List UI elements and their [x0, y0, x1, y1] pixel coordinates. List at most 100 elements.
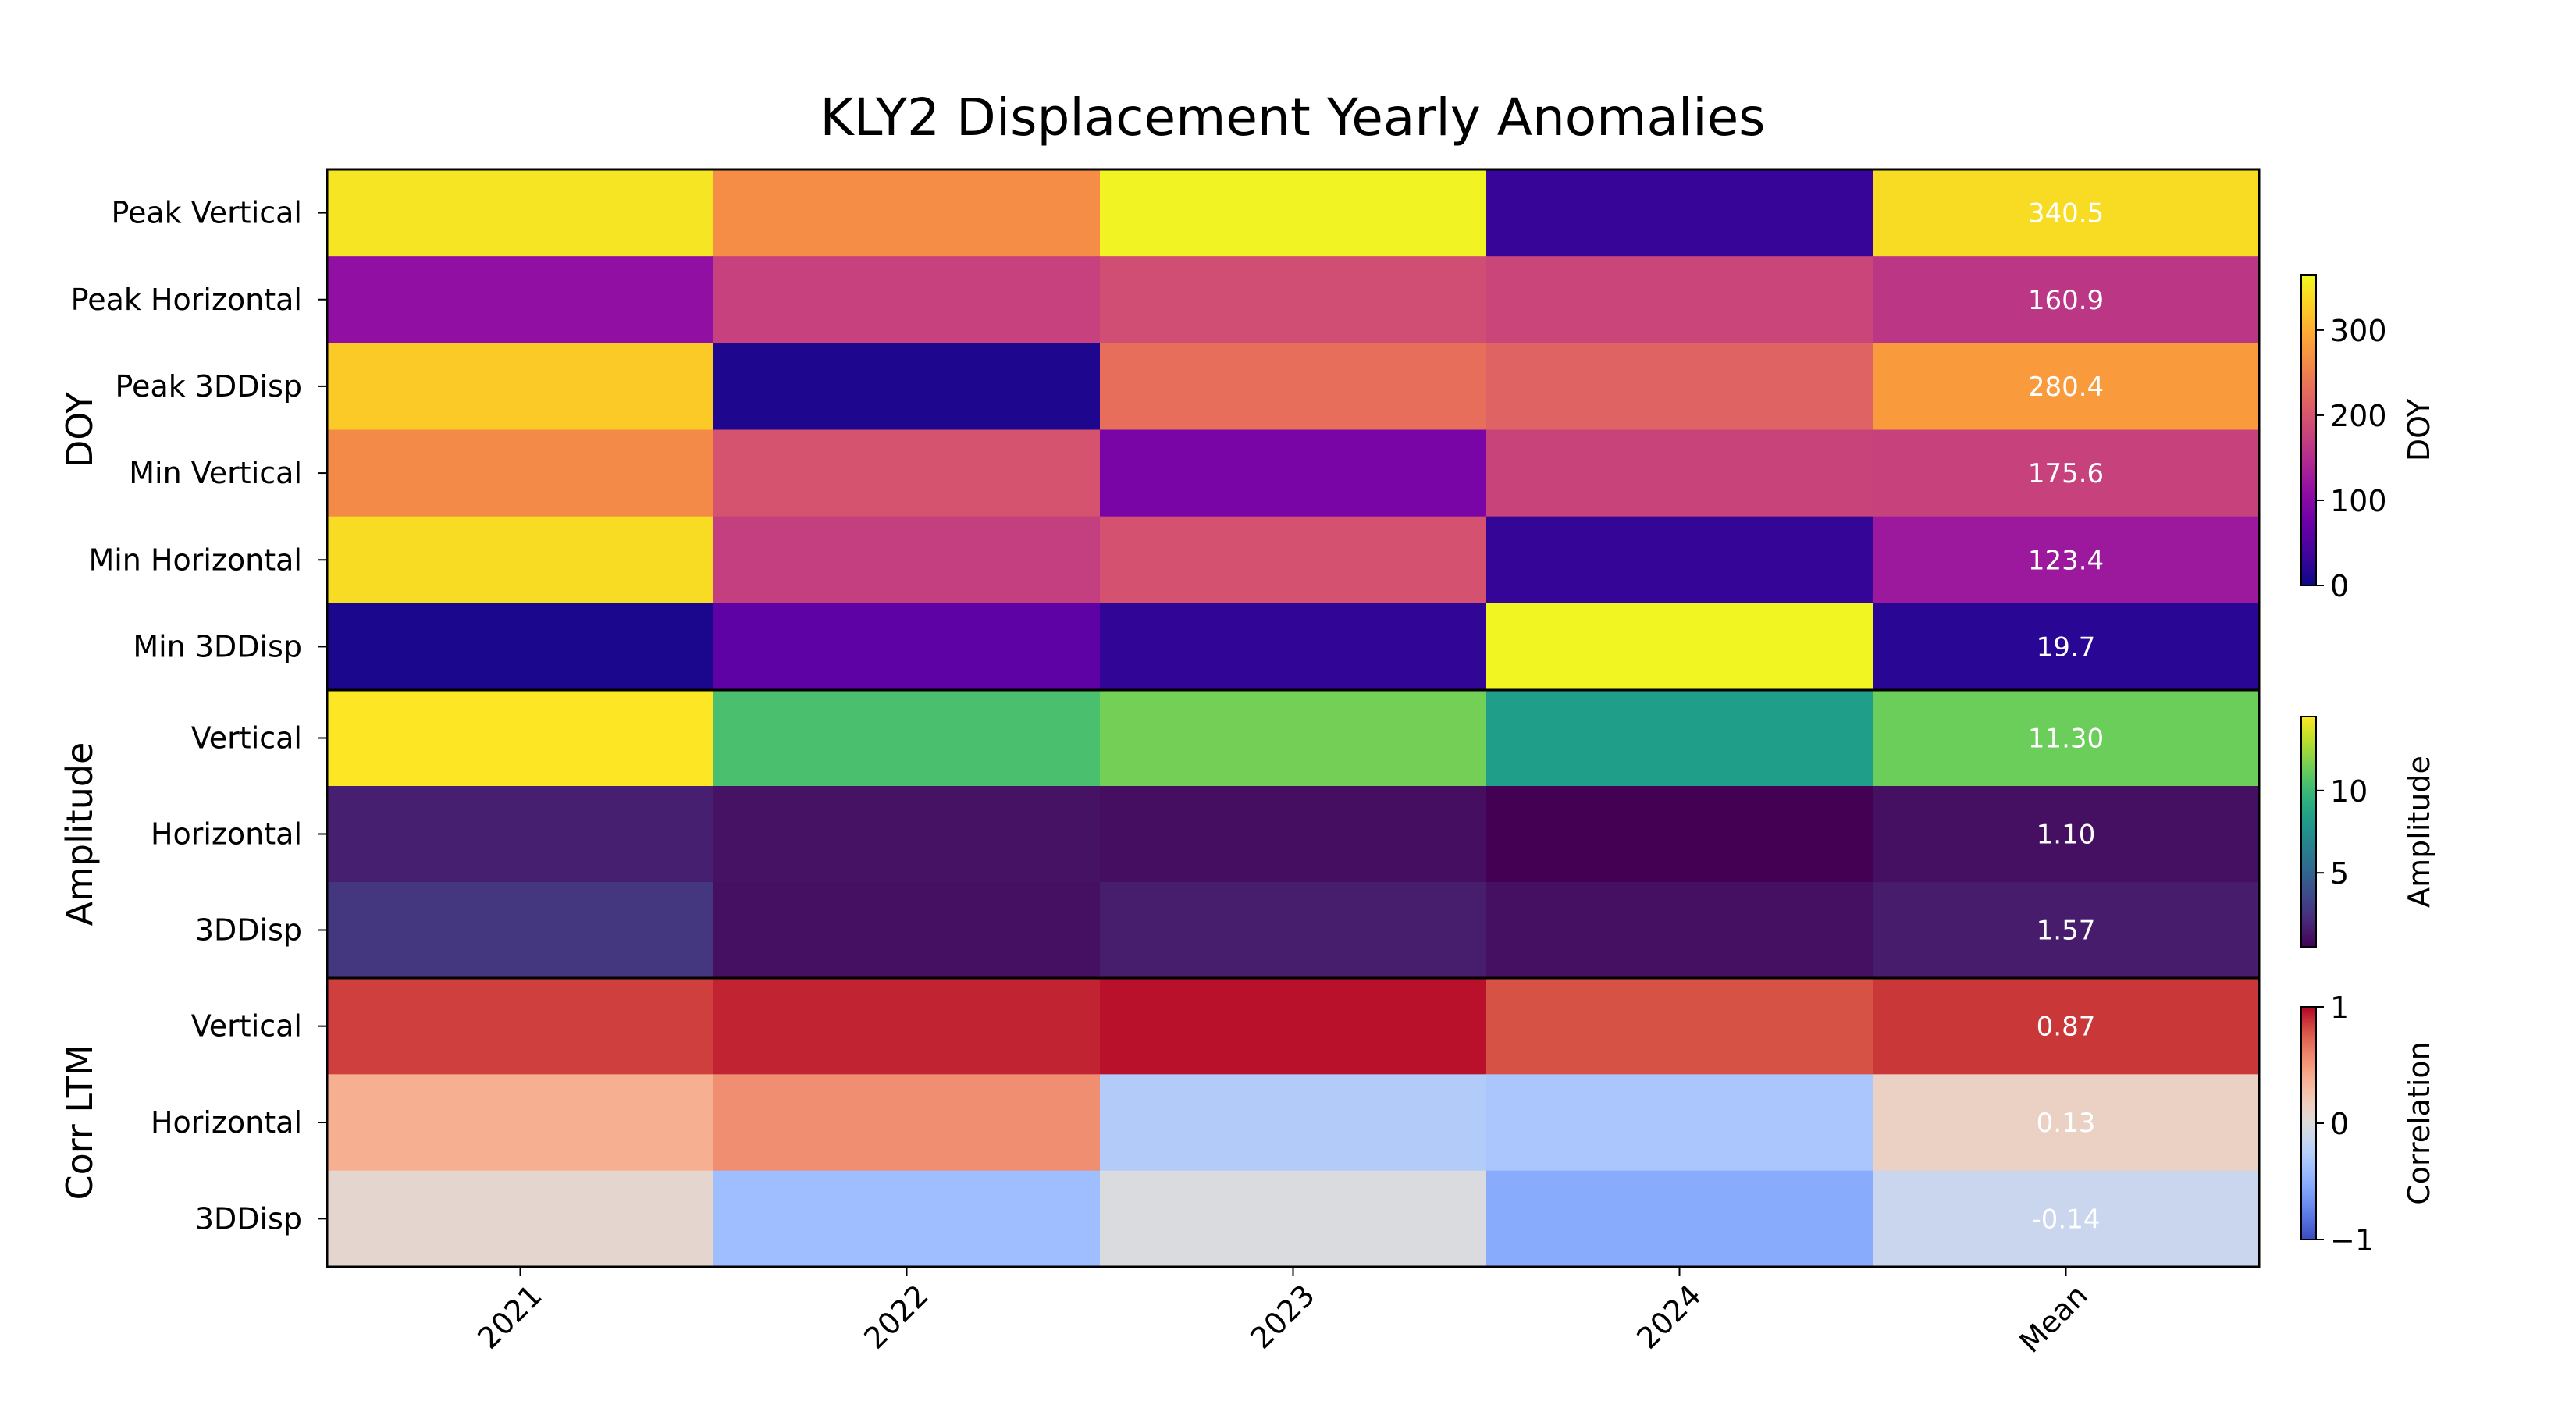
colorbar-tick-label: 0	[2330, 569, 2349, 603]
heatmap-cell-amplitude-vertical-2021	[327, 690, 714, 787]
colorbar-tick-label: 5	[2330, 856, 2349, 891]
heatmap-cell-amplitude-horizontal-2021	[327, 786, 714, 883]
heatmap-cell-amplitude-vertical-2022	[713, 690, 1101, 787]
mean-value-label: 280.4	[2028, 372, 2104, 403]
heatmap-cell-doy-peak-vertical-2021	[327, 169, 714, 257]
colorbar-tick-label: 0	[2330, 1107, 2349, 1141]
heatmap-cell-amplitude-horizontal-2024	[1486, 786, 1873, 883]
row-label: Horizontal	[151, 817, 302, 852]
heatmap-cell-amplitude-3ddisp-2021	[327, 882, 714, 979]
colorbar-label-amplitude: Amplitude	[2402, 756, 2436, 908]
heatmap-cell-amplitude-3ddisp-2022	[713, 882, 1101, 979]
heatmap-cell-corr-ltm-3ddisp-mean	[1873, 1170, 2260, 1268]
colorbar-label-corr-ltm: Correlation	[2402, 1041, 2436, 1205]
heatmap-cell-corr-ltm-3ddisp-2024	[1486, 1170, 1873, 1268]
heatmap-cell-doy-min-3ddisp-2021	[327, 603, 714, 691]
heatmap-cell-corr-ltm-3ddisp-2023	[1100, 1170, 1487, 1268]
row-label: Vertical	[191, 721, 302, 756]
heatmap-cell-doy-peak-3ddisp-2024	[1486, 343, 1873, 431]
chart-title: KLY2 Displacement Yearly Anomalies	[820, 87, 1765, 148]
heatmap-cell-corr-ltm-horizontal-2024	[1486, 1074, 1873, 1172]
heatmap-cell-doy-min-horizontal-2023	[1100, 516, 1487, 604]
group-label-amplitude: Amplitude	[59, 742, 101, 927]
colorbar-doy	[2300, 274, 2317, 586]
heatmap-cell-doy-min-vertical-2022	[713, 429, 1101, 518]
heatmap-cell-corr-ltm-vertical-2024	[1486, 978, 1873, 1075]
heatmap-cell-doy-min-3ddisp-mean	[1873, 603, 2260, 691]
heatmap-cell-doy-peak-horizontal-2021	[327, 256, 714, 343]
heatmap-cell-doy-min-vertical-2024	[1486, 429, 1873, 518]
colorbar-tick-label: 100	[2330, 484, 2387, 518]
mean-value-label: 19.7	[2037, 631, 2096, 663]
group-label-corr-ltm: Corr LTM	[59, 1045, 101, 1200]
heatmap-cell-doy-peak-horizontal-mean	[1873, 256, 2260, 343]
heatmap-cell-corr-ltm-3ddisp-2022	[713, 1170, 1101, 1268]
heatmap-cell-corr-ltm-3ddisp-2021	[327, 1170, 714, 1268]
row-label: Min Horizontal	[88, 542, 302, 577]
mean-value-label: 0.87	[2037, 1012, 2096, 1043]
row-label: Peak Horizontal	[71, 283, 302, 317]
mean-value-label: 160.9	[2028, 285, 2104, 316]
heatmap-cell-corr-ltm-horizontal-2022	[713, 1074, 1101, 1172]
heatmap-cell-amplitude-vertical-mean	[1873, 690, 2260, 787]
heatmap-cell-doy-peak-vertical-2023	[1100, 169, 1487, 257]
heatmap-cell-amplitude-horizontal-2023	[1100, 786, 1487, 883]
heatmap-cells	[326, 168, 2261, 1268]
heatmap-cell-corr-ltm-horizontal-2023	[1100, 1074, 1487, 1172]
colorbar-tick-label: 1	[2330, 991, 2349, 1025]
heatmap-cell-doy-min-horizontal-2022	[713, 516, 1101, 604]
heatmap-cell-corr-ltm-vertical-2021	[327, 978, 714, 1075]
heatmap-cell-amplitude-vertical-2024	[1486, 690, 1873, 787]
colorbar-tick-label: 200	[2330, 399, 2387, 433]
heatmap-cell-doy-peak-3ddisp-2021	[327, 343, 714, 431]
heatmap-cell-doy-peak-3ddisp-2023	[1100, 343, 1487, 431]
colorbar-amplitude	[2300, 716, 2317, 948]
heatmap-cell-amplitude-horizontal-2022	[713, 786, 1101, 883]
mean-value-label: 0.13	[2037, 1108, 2096, 1139]
row-label: Horizontal	[151, 1105, 302, 1140]
heatmap-cell-doy-min-3ddisp-2024	[1486, 603, 1873, 691]
heatmap-cell-doy-min-vertical-mean	[1873, 429, 2260, 518]
heatmap-cell-doy-peak-horizontal-2023	[1100, 256, 1487, 343]
heatmap-cell-doy-min-vertical-2021	[327, 429, 714, 518]
heatmap-cell-amplitude-3ddisp-mean	[1873, 882, 2260, 979]
colorbar-tick-label: 10	[2330, 774, 2368, 809]
heatmap-cell-corr-ltm-horizontal-2021	[327, 1074, 714, 1172]
heatmap-cell-corr-ltm-vertical-2023	[1100, 978, 1487, 1075]
row-label: Min Vertical	[129, 456, 302, 490]
colorbar-tick-label: −1	[2330, 1223, 2374, 1257]
heatmap-cell-amplitude-horizontal-mean	[1873, 786, 2260, 883]
heatmap-cell-doy-peak-3ddisp-2022	[713, 343, 1101, 431]
row-label: 3DDisp	[195, 913, 302, 948]
heatmap-cell-corr-ltm-horizontal-mean	[1873, 1074, 2260, 1172]
row-label: Peak 3DDisp	[116, 369, 303, 404]
colorbars: 0 100 200 300 DOY 5 10 Amplitude −1 0 1 Correlation	[2300, 274, 2436, 1257]
heatmap-cell-doy-min-horizontal-mean	[1873, 516, 2260, 604]
heatmap-cell-doy-min-3ddisp-2022	[713, 603, 1101, 691]
heatmap-cell-doy-min-horizontal-2024	[1486, 516, 1873, 604]
heatmap-cell-doy-peak-horizontal-2024	[1486, 256, 1873, 343]
heatmap-cell-corr-ltm-vertical-2022	[713, 978, 1101, 1075]
heatmap-cell-amplitude-3ddisp-2023	[1100, 882, 1487, 979]
row-label: Vertical	[191, 1009, 302, 1044]
heatmap-cell-doy-peak-vertical-2024	[1486, 169, 1873, 257]
mean-value-label: -0.14	[2032, 1204, 2101, 1235]
mean-value-label: 1.57	[2037, 916, 2096, 947]
colorbar-corr-ltm	[2300, 1006, 2317, 1240]
heatmap-cell-doy-peak-horizontal-2022	[713, 256, 1101, 343]
heatmap-cell-doy-min-3ddisp-2023	[1100, 603, 1487, 691]
row-label: Peak Vertical	[111, 196, 302, 230]
mean-value-label: 1.10	[2037, 820, 2096, 851]
heatmap-cell-doy-peak-3ddisp-mean	[1873, 343, 2260, 431]
heatmap-cell-doy-peak-vertical-2022	[713, 169, 1101, 257]
heatmap-cell-corr-ltm-vertical-mean	[1873, 978, 2260, 1075]
mean-value-label: 123.4	[2028, 545, 2104, 576]
heatmap-cell-amplitude-3ddisp-2024	[1486, 882, 1873, 979]
group-label-doy: DOY	[59, 391, 101, 468]
row-label: Min 3DDisp	[133, 629, 302, 663]
row-label: 3DDisp	[195, 1201, 302, 1236]
mean-value-label: 11.30	[2028, 724, 2104, 755]
heatmap-cell-amplitude-vertical-2023	[1100, 690, 1487, 787]
mean-value-label: 340.5	[2028, 198, 2104, 229]
